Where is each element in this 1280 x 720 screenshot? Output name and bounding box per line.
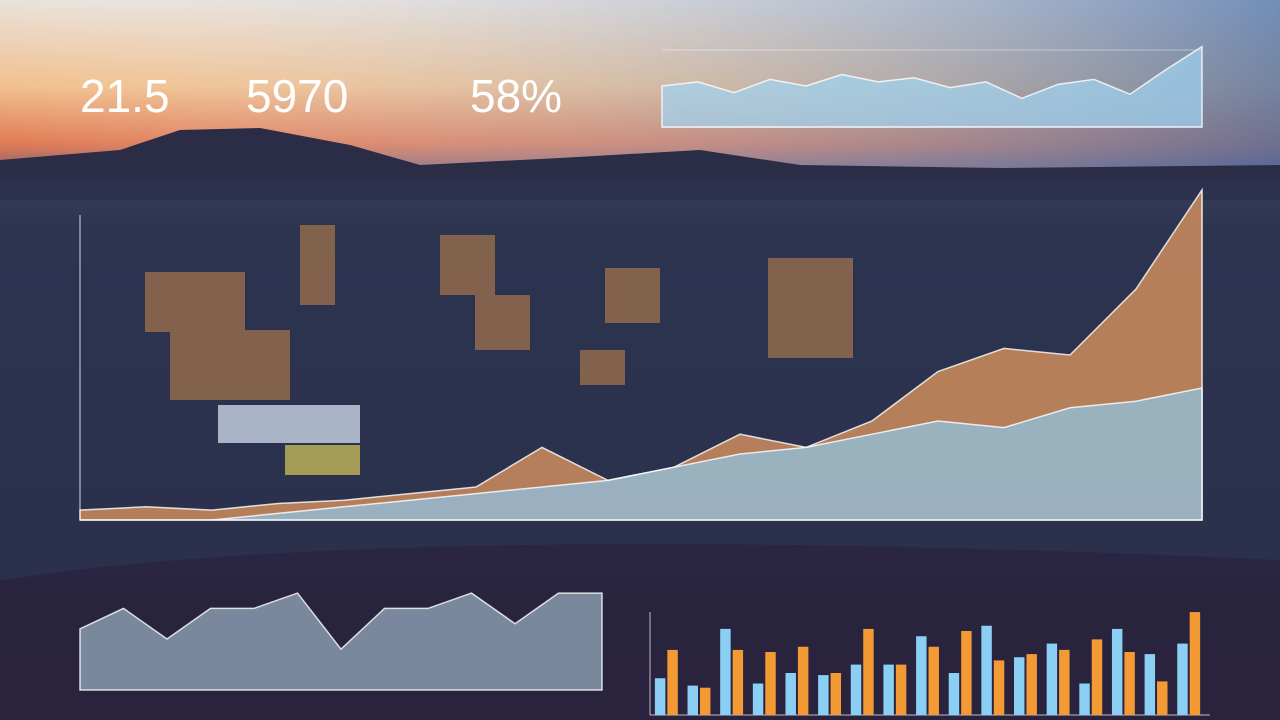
bar bbox=[1177, 643, 1188, 715]
bar bbox=[1059, 649, 1070, 715]
bar bbox=[1124, 652, 1135, 715]
building bbox=[285, 445, 360, 475]
area bbox=[661, 45, 1203, 128]
bar bbox=[993, 660, 1005, 715]
kpi-value: 21.5 bbox=[80, 70, 170, 122]
bar bbox=[732, 649, 744, 715]
kpi-value: 58% bbox=[470, 70, 562, 122]
bar bbox=[699, 687, 711, 715]
bar bbox=[1079, 683, 1090, 715]
bar bbox=[916, 636, 927, 715]
area bbox=[79, 592, 603, 691]
bar bbox=[1111, 628, 1123, 715]
bar bbox=[895, 664, 907, 715]
bar bbox=[1189, 612, 1201, 715]
bar bbox=[797, 646, 809, 715]
bar bbox=[830, 673, 842, 715]
bar bbox=[654, 678, 666, 715]
building bbox=[218, 405, 360, 443]
bar bbox=[785, 673, 796, 715]
bar bbox=[667, 649, 678, 715]
bar bbox=[1046, 643, 1058, 715]
bar bbox=[1157, 681, 1168, 715]
bar bbox=[1026, 654, 1037, 715]
bar bbox=[883, 664, 894, 715]
bar bbox=[818, 675, 829, 715]
bar bbox=[981, 625, 992, 715]
bar bbox=[948, 673, 960, 715]
bar bbox=[720, 628, 731, 715]
bar bbox=[752, 683, 764, 715]
bar bbox=[687, 685, 698, 715]
bar bbox=[765, 652, 776, 715]
bar bbox=[928, 646, 939, 715]
bar bbox=[1091, 639, 1103, 715]
bar bbox=[850, 664, 862, 715]
buildings bbox=[145, 225, 853, 400]
kpi-value: 5970 bbox=[246, 70, 348, 122]
area bbox=[80, 387, 1203, 521]
bar bbox=[1144, 654, 1156, 715]
bar bbox=[863, 628, 874, 715]
bar bbox=[961, 631, 972, 715]
bar bbox=[1014, 657, 1025, 715]
